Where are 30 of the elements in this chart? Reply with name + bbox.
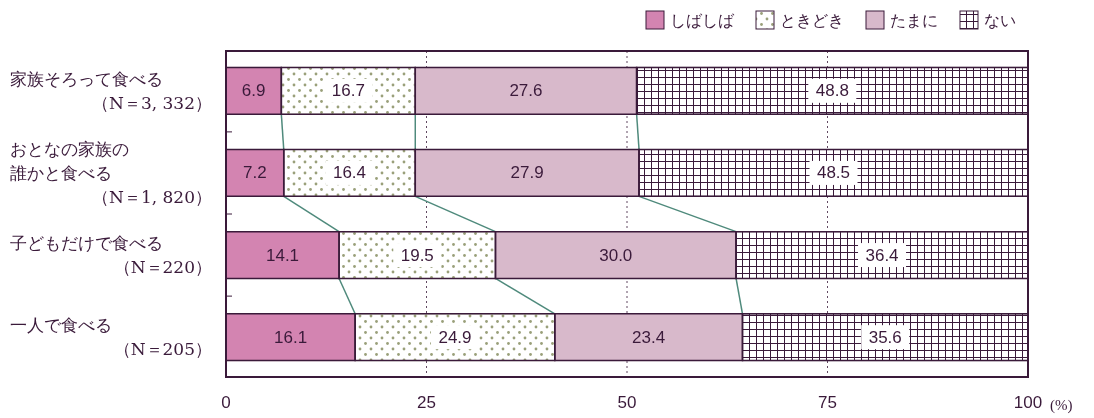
data-label: 23.4 xyxy=(632,327,666,347)
legend-label: ない xyxy=(984,10,1016,30)
data-label: 14.1 xyxy=(265,245,300,265)
x-tick-label: 75 xyxy=(818,393,837,412)
legend-label: ときどき xyxy=(780,10,844,30)
data-label: 30.0 xyxy=(599,245,633,265)
data-label: 27.6 xyxy=(509,81,543,101)
x-axis-title: (%) xyxy=(1050,397,1073,414)
y-tick-label: 家族そろって食べる（N＝3, 332） xyxy=(10,68,212,113)
y-tick-label: 一人で食べる（N＝205） xyxy=(10,315,212,360)
data-label: 27.9 xyxy=(510,163,544,183)
y-tick-label: 子どもだけで食べる（N＝220） xyxy=(10,233,212,278)
x-tick-label: 50 xyxy=(617,393,637,412)
data-label: 24.9 xyxy=(438,327,472,347)
x-tick-label: 25 xyxy=(417,393,436,412)
data-label: 35.6 xyxy=(868,327,902,347)
y-tick-label: おとなの家族の誰かと食べる（N＝1, 820） xyxy=(10,138,212,207)
data-label: 7.2 xyxy=(243,163,267,183)
legend-label: しばしば xyxy=(670,10,735,30)
data-label: 19.5 xyxy=(400,245,434,265)
x-tick-label: 100 xyxy=(1013,393,1043,412)
data-label: 36.4 xyxy=(865,245,899,265)
x-tick-label: 0 xyxy=(221,393,231,412)
data-label: 6.9 xyxy=(241,81,266,101)
data-label: 48.8 xyxy=(815,81,849,101)
legend-label: たまに xyxy=(890,10,938,30)
data-label: 16.1 xyxy=(274,327,308,347)
data-label: 16.4 xyxy=(332,163,367,183)
data-label: 16.7 xyxy=(331,81,365,101)
data-label: 48.5 xyxy=(816,163,851,183)
